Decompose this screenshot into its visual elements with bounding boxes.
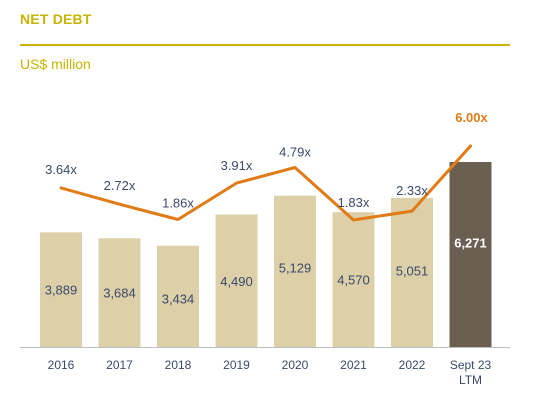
ratio-label: 3.91x [221,158,253,173]
ratio-label: 3.64x [45,162,77,177]
bar-2019 [215,214,258,347]
ratio-label: 4.79x [279,144,311,159]
category-label: 2017 [106,358,133,372]
bar-value-label: 3,889 [45,283,78,298]
category-label: 2018 [165,358,192,372]
bar-value-label: 6,271 [454,236,487,251]
category-label: Sept 23 [450,358,492,372]
category-label: 2021 [340,358,367,372]
category-label: 2016 [48,358,75,372]
category-label: 2019 [223,358,250,372]
bar-value-label: 3,684 [103,286,136,301]
bar-2021 [332,212,375,347]
category-label: 2022 [399,358,426,372]
bar-value-label: 4,570 [337,273,370,288]
ratio-label: 2.33x [396,183,428,198]
bar-value-label: 5,129 [279,260,312,275]
bar-2017 [98,238,141,347]
chart-subtitle: US$ million [20,56,91,72]
bar-2016 [40,232,82,347]
chart-title: NET DEBT [20,11,92,27]
bar-2020 [274,195,316,347]
leverage-ratio-line [59,144,472,222]
category-label: 2020 [282,358,309,372]
bar-sept-23-ltm [449,162,492,347]
ratio-label: 2.72x [104,178,136,193]
bar-2022 [391,198,433,347]
bar-value-label: 5,051 [396,263,429,278]
category-label: LTM [459,373,482,387]
bar-value-label: 3,434 [162,291,195,306]
ratio-label: 1.86x [162,195,194,210]
bar-2018 [157,245,199,347]
ratio-label: 6.00x [455,110,488,125]
bar-value-label: 4,490 [220,274,253,289]
ratio-label: 1.83x [338,195,370,210]
title-divider [20,44,510,46]
